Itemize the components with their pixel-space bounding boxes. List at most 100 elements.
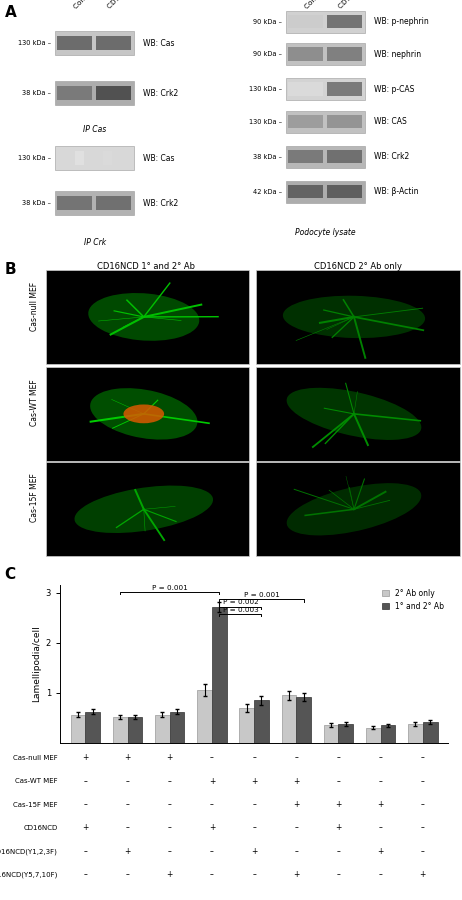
- Text: –: –: [168, 777, 172, 786]
- Bar: [288, 185, 322, 198]
- Ellipse shape: [88, 293, 199, 341]
- Text: –: –: [421, 800, 425, 809]
- Text: WB: p-nephrin: WB: p-nephrin: [374, 17, 429, 26]
- Text: P = 0.001: P = 0.001: [243, 592, 280, 598]
- Bar: [46, 463, 249, 556]
- Bar: [55, 81, 134, 105]
- Text: –: –: [379, 777, 383, 786]
- Text: CD16NCD(Y1,2,3F): CD16NCD(Y1,2,3F): [0, 848, 58, 855]
- Bar: [254, 700, 269, 742]
- Bar: [286, 11, 365, 32]
- Ellipse shape: [283, 296, 425, 338]
- Text: P = 0.001: P = 0.001: [152, 584, 188, 590]
- Text: 130 kDa –: 130 kDa –: [249, 119, 282, 124]
- Text: CD16 Ab: CD16 Ab: [107, 0, 133, 10]
- Text: Cas-15F MEF: Cas-15F MEF: [30, 473, 39, 522]
- Ellipse shape: [123, 404, 164, 423]
- Bar: [339, 724, 353, 742]
- Text: IP Crk: IP Crk: [84, 238, 106, 247]
- Text: –: –: [252, 800, 256, 809]
- Bar: [57, 86, 91, 100]
- Text: –: –: [168, 800, 172, 809]
- Text: –: –: [84, 870, 87, 879]
- Text: 38 kDa –: 38 kDa –: [22, 90, 51, 96]
- Text: WB: Crk2: WB: Crk2: [374, 152, 409, 161]
- Text: –: –: [294, 847, 298, 856]
- Ellipse shape: [74, 486, 213, 533]
- Text: –: –: [84, 800, 87, 809]
- Bar: [327, 185, 362, 198]
- Text: +: +: [251, 847, 257, 856]
- Bar: [296, 697, 311, 742]
- Bar: [128, 716, 142, 742]
- Bar: [286, 111, 365, 132]
- Bar: [288, 115, 322, 128]
- Bar: [288, 83, 322, 95]
- Bar: [103, 151, 112, 166]
- Text: –: –: [379, 824, 383, 832]
- Bar: [281, 695, 296, 742]
- Text: B: B: [5, 262, 16, 277]
- Text: WB: p-CAS: WB: p-CAS: [374, 85, 414, 94]
- Text: 90 kDa –: 90 kDa –: [253, 51, 282, 57]
- Bar: [324, 725, 339, 742]
- Text: 90 kDa –: 90 kDa –: [253, 19, 282, 24]
- Text: –: –: [294, 753, 298, 762]
- Text: CD16NCD 1° and 2° Ab: CD16NCD 1° and 2° Ab: [97, 262, 195, 271]
- Bar: [46, 270, 249, 364]
- Bar: [286, 78, 365, 100]
- Bar: [327, 150, 362, 163]
- Text: A: A: [5, 5, 16, 20]
- Bar: [286, 43, 365, 65]
- Bar: [239, 707, 254, 742]
- Text: –: –: [126, 800, 129, 809]
- Text: –: –: [421, 753, 425, 762]
- Text: WB: Crk2: WB: Crk2: [143, 199, 178, 208]
- Text: CD16NCD 2° Ab only: CD16NCD 2° Ab only: [314, 262, 402, 271]
- Text: CD16NCD: CD16NCD: [24, 825, 58, 831]
- Text: +: +: [209, 824, 215, 832]
- Text: 130 kDa –: 130 kDa –: [249, 86, 282, 92]
- Text: 130 kDa –: 130 kDa –: [18, 40, 51, 46]
- Text: CD16NCD(Y5,7,10F): CD16NCD(Y5,7,10F): [0, 871, 58, 878]
- Text: –: –: [126, 777, 129, 786]
- Bar: [55, 32, 134, 55]
- Bar: [155, 715, 170, 742]
- Text: P = 0.003: P = 0.003: [223, 607, 258, 613]
- Text: –: –: [84, 847, 87, 856]
- Bar: [327, 48, 362, 60]
- Text: +: +: [251, 777, 257, 786]
- Text: –: –: [421, 847, 425, 856]
- Text: –: –: [252, 824, 256, 832]
- Bar: [55, 147, 134, 170]
- Bar: [286, 146, 365, 167]
- Text: +: +: [209, 777, 215, 786]
- Text: +: +: [377, 847, 384, 856]
- Y-axis label: Lamellipodia/cell: Lamellipodia/cell: [32, 626, 42, 702]
- Bar: [256, 367, 460, 461]
- Text: Cas-15F MEF: Cas-15F MEF: [13, 802, 58, 807]
- Bar: [212, 607, 227, 742]
- Bar: [85, 712, 100, 742]
- Text: WB: Cas: WB: Cas: [143, 154, 175, 163]
- Bar: [423, 722, 438, 742]
- Bar: [288, 48, 322, 60]
- Text: –: –: [336, 870, 340, 879]
- Text: –: –: [379, 753, 383, 762]
- Ellipse shape: [287, 483, 421, 536]
- Text: –: –: [168, 824, 172, 832]
- Text: WB: β-Actin: WB: β-Actin: [374, 187, 419, 196]
- Text: +: +: [293, 870, 299, 879]
- Text: IP Cas: IP Cas: [83, 125, 106, 134]
- Text: WB: nephrin: WB: nephrin: [374, 50, 421, 58]
- Text: –: –: [294, 824, 298, 832]
- Text: WB: Crk2: WB: Crk2: [143, 89, 178, 98]
- Text: +: +: [166, 870, 173, 879]
- Bar: [96, 36, 131, 50]
- Text: 38 kDa –: 38 kDa –: [22, 201, 51, 206]
- Text: –: –: [336, 777, 340, 786]
- Bar: [46, 367, 249, 461]
- Text: C: C: [5, 567, 16, 582]
- Bar: [96, 86, 131, 100]
- Bar: [327, 115, 362, 128]
